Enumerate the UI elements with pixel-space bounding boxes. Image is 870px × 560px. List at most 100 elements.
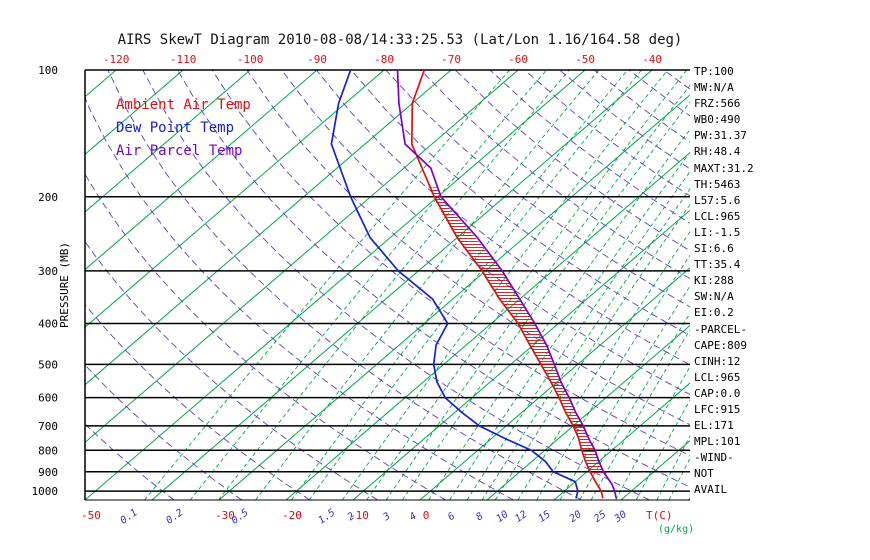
pressure-tick-label: 600	[38, 392, 58, 405]
top-axis-label: -70	[441, 53, 461, 66]
isotherm-line	[85, 70, 586, 500]
isotherm-line	[85, 70, 519, 444]
mixing-ratio-line	[255, 70, 600, 500]
legend-item: Ambient Air Temp	[116, 97, 251, 113]
stat-line: TT:35.4	[694, 258, 741, 272]
temp-unit-label: T(C)	[646, 509, 673, 522]
stat-line: AVAIL	[694, 483, 728, 497]
dry-adiabat-line	[385, 70, 690, 308]
mixing-ratio-label: 4	[408, 511, 419, 523]
stat-line: EL:171	[694, 419, 734, 433]
legend: Ambient Air Temp Dew Point Temp Air Parcel…	[116, 94, 251, 163]
dry-adiabat-line	[420, 70, 690, 280]
stat-line: KI:288	[694, 274, 734, 288]
pressure-tick-label: 700	[38, 420, 58, 433]
dry-adiabat-line	[85, 240, 378, 500]
legend-item: Dew Point Temp	[116, 120, 235, 136]
stat-line: LFC:915	[694, 402, 741, 416]
stat-line: WB0:490	[694, 113, 741, 127]
mixing-ratio-line	[291, 70, 628, 500]
pressure-tick-label: 300	[38, 265, 58, 278]
isotherm-line	[553, 382, 690, 500]
top-axis-label: -90	[307, 53, 327, 66]
dry-adiabat-line	[316, 70, 690, 366]
mixing-ratio-line	[481, 188, 690, 500]
isotherm-line	[85, 70, 251, 213]
mixing-ratio-line	[466, 170, 690, 500]
mixing-ratio-line	[517, 230, 690, 500]
stat-line: SW:N/A	[694, 290, 734, 304]
top-axis-label: -40	[642, 53, 662, 66]
pressure-tick-label: 100	[38, 64, 58, 77]
mixing-ratio-label: 30	[612, 509, 629, 525]
dry-adiabat-line	[85, 96, 514, 500]
isotherm-line	[352, 209, 690, 500]
stat-line: NOT	[694, 467, 714, 481]
dry-adiabat-line	[489, 70, 690, 224]
bottom-temp-label: -30	[215, 509, 235, 522]
dry-adiabat-line	[211, 70, 690, 457]
mixing-ratio-line	[494, 203, 690, 500]
isotherm-line	[419, 267, 690, 500]
stats-panel: TP:100 MW:N/A FRZ:566 WB0:490 PW:31.37 RH:48.…	[694, 64, 754, 499]
bottom-temp-label: -20	[282, 509, 302, 522]
top-axis-label: -120	[103, 53, 130, 66]
bottom-temp-label: -10	[349, 509, 369, 522]
stat-line: TH:5463	[694, 177, 741, 191]
stat-line: MAXT:31.2	[694, 161, 754, 175]
stat-line: LI:-1.5	[694, 225, 741, 239]
dry-adiabat-line	[454, 70, 690, 252]
mixing-ratio-line	[385, 84, 690, 500]
stat-line: PW:31.37	[694, 129, 747, 143]
stat-line: CINH:12	[694, 354, 741, 368]
isotherm-line	[85, 70, 452, 386]
mixing-ratio-line	[189, 70, 547, 500]
dry-adiabat-line	[281, 70, 690, 396]
stat-line: EI:0.2	[694, 306, 734, 320]
mixing-ratio-line	[428, 128, 690, 500]
mixing-ratio-label: 8	[474, 511, 485, 523]
parcel-temp-curve	[396, 70, 618, 499]
bottom-temp-label: -50	[81, 509, 101, 522]
isotherm-line	[285, 151, 690, 500]
bottom-temp-label: 0	[423, 509, 430, 522]
isotherm-line	[85, 70, 184, 156]
stat-line: -WIND-	[694, 451, 734, 465]
dry-adiabat-line	[85, 423, 175, 500]
dry-adiabat-line	[107, 70, 582, 500]
legend-item: Air Parcel Temp	[116, 143, 243, 159]
dry-adiabat-line	[85, 364, 243, 500]
mixing-ratio-label: 6	[446, 511, 457, 523]
pressure-tick-label: 900	[38, 466, 58, 479]
stat-line: MW:N/A	[694, 81, 734, 95]
stat-line: CAP:0.0	[694, 386, 741, 400]
mixing-ratio-line	[341, 70, 668, 500]
dry-adiabat-line	[177, 70, 690, 488]
mixing-ratio-label: 0.1	[119, 507, 140, 526]
pressure-tick-label: 500	[38, 358, 58, 371]
dry-adiabat-line	[85, 303, 311, 500]
pressure-tick-label: 800	[38, 444, 58, 457]
top-axis-label: -50	[575, 53, 595, 66]
mixing-ratio-line	[144, 70, 510, 500]
mixratio-unit-label: (g/kg)	[658, 524, 694, 535]
mixing-ratio-line	[402, 101, 690, 500]
stat-line: TP:100	[694, 65, 734, 78]
top-axis-label: -80	[374, 53, 394, 66]
stat-line: LCL:965	[694, 370, 741, 384]
mixing-ratio-label: 0.2	[164, 507, 185, 526]
mixing-ratio-label: 2	[346, 511, 357, 523]
mixing-ratio-line	[218, 70, 570, 500]
isotherm-line	[218, 94, 690, 500]
stat-line: LCL:965	[694, 209, 741, 223]
isotherm-line	[486, 324, 690, 500]
pressure-tick-label: 400	[38, 318, 58, 331]
stat-line: FRZ:566	[694, 97, 741, 111]
dry-adiabat-line	[85, 173, 446, 500]
mixing-ratio-line	[366, 70, 688, 500]
mixing-ratio-line	[590, 328, 690, 500]
mixing-ratio-line	[536, 254, 690, 500]
mixing-ratio-line	[449, 151, 690, 500]
